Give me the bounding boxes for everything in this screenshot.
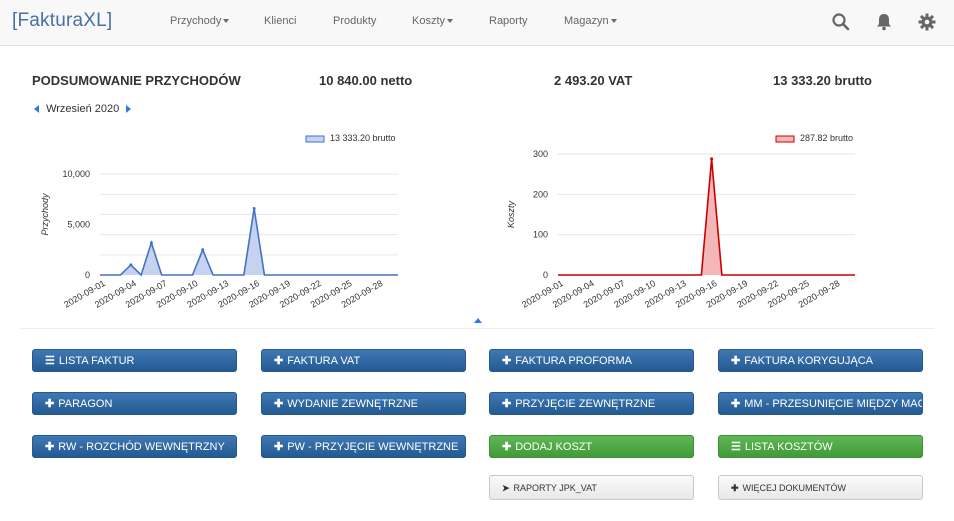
button-label: FAKTURA PROFORMA — [515, 355, 632, 367]
summary-netto: 10 840.00 netto — [319, 73, 413, 88]
nav-magazyn[interactable]: Magazyn — [564, 15, 617, 27]
y-tick-label: 200 — [533, 189, 548, 199]
nav-koszty[interactable]: Koszty — [412, 15, 454, 27]
pw-przyjęcie-wewnętrzne-button[interactable]: ✚ PW - PRZYJĘCIE WEWNĘTRZNE — [261, 435, 466, 458]
plus-icon: ✚ — [502, 398, 512, 410]
plus-icon: ✚ — [45, 441, 55, 453]
y-tick-label: 100 — [533, 230, 548, 240]
plus-icon: ✚ — [502, 441, 512, 453]
data-point — [149, 241, 153, 245]
data-point — [201, 248, 205, 252]
legend-swatch — [305, 135, 325, 143]
list-icon: ☰ — [731, 441, 741, 453]
divider — [20, 328, 934, 329]
y-tick-label: 300 — [533, 149, 548, 159]
data-point — [710, 157, 714, 161]
revenue-chart: 10,0005,0000Przychody2020-09-012020-09-0… — [40, 133, 398, 310]
button-label: WIĘCEJ DOKUMENTÓW — [742, 483, 847, 493]
current-month: Wrzesień 2020 — [46, 103, 120, 115]
button-label: LISTA FAKTUR — [58, 355, 135, 367]
nav-przychody[interactable]: Przychody — [170, 15, 230, 27]
nav-klienci[interactable]: Klienci — [264, 15, 296, 27]
button-label: FAKTURA VAT — [287, 355, 361, 367]
plus-icon: ✚ — [274, 355, 284, 367]
button-label: LISTA KOSZTÓW — [744, 441, 833, 453]
y-tick-label: 10,000 — [62, 169, 90, 179]
chevron-down-icon — [223, 19, 230, 24]
circle-arrow-icon: ➤ — [502, 483, 510, 493]
plus-icon: ✚ — [45, 398, 55, 410]
costs-chart: 3002001000Koszty2020-09-012020-09-042020… — [506, 133, 855, 310]
button-label: PRZYJĘCIE ZEWNĘTRZNE — [515, 398, 656, 410]
nav-produkty[interactable]: Produkty — [333, 15, 376, 27]
series-line — [100, 208, 398, 277]
plus-icon: ✚ — [731, 483, 739, 493]
legend-swatch — [775, 135, 795, 143]
next-month-icon[interactable] — [126, 105, 132, 114]
nav-label: Raporty — [489, 15, 528, 27]
button-label: PARAGON — [58, 398, 113, 410]
lista-kosztów-button[interactable]: ☰ LISTA KOSZTÓW — [718, 435, 923, 458]
month-navigator: Wrzesień 2020 — [34, 103, 132, 115]
legend-label: 13 333.20 brutto — [330, 133, 396, 143]
summary-brutto: 13 333.20 brutto — [773, 73, 872, 88]
dodaj-koszt-button[interactable]: ✚ DODAJ KOSZT — [489, 435, 694, 458]
plus-icon: ✚ — [274, 441, 284, 453]
faktura-vat-button[interactable]: ✚ FAKTURA VAT — [261, 349, 466, 372]
top-navbar: [FakturaXL] Przychody Klienci Produkty K… — [0, 0, 954, 46]
przyjęcie-zewnętrzne-button[interactable]: ✚ PRZYJĘCIE ZEWNĘTRZNE — [489, 392, 694, 415]
button-label: MM - PRZESUNIĘCIE MIĘDZY MAGAZ — [744, 398, 923, 410]
nav-label: Produkty — [333, 15, 377, 27]
paragon-button[interactable]: ✚ PARAGON — [32, 392, 237, 415]
plus-icon: ✚ — [502, 355, 512, 367]
wydanie-zewnętrzne-button[interactable]: ✚ WYDANIE ZEWNĘTRZNE — [261, 392, 466, 415]
list-icon: ☰ — [45, 355, 55, 367]
button-label: DODAJ KOSZT — [515, 441, 593, 453]
rw-rozchód-wewnętrzny-button[interactable]: ✚ RW - ROZCHÓD WEWNĘTRZNY — [32, 435, 237, 458]
plus-icon: ✚ — [274, 398, 284, 410]
y-axis-label: Przychody — [40, 193, 50, 236]
faktura-korygująca-button[interactable]: ✚ FAKTURA KORYGUJĄCA — [718, 349, 923, 372]
gear-icon[interactable] — [917, 12, 937, 32]
faktura-proforma-button[interactable]: ✚ FAKTURA PROFORMA — [489, 349, 694, 372]
brand-logo[interactable]: [FakturaXL] — [12, 10, 113, 31]
button-label: RW - ROZCHÓD WEWNĘTRZNY — [58, 441, 225, 453]
y-tick-label: 0 — [85, 270, 90, 280]
mm-przesunięcie-między-magaz-button[interactable]: ✚ MM - PRZESUNIĘCIE MIĘDZY MAGAZ — [718, 392, 923, 415]
plus-icon: ✚ — [731, 355, 741, 367]
nav-label: Koszty — [412, 15, 446, 27]
legend-label: 287.82 brutto — [800, 133, 853, 143]
y-tick-label: 0 — [543, 270, 548, 280]
prev-month-icon[interactable] — [34, 105, 39, 114]
data-point — [252, 206, 256, 210]
collapse-chart-icon[interactable] — [474, 318, 482, 323]
chevron-down-icon — [447, 19, 454, 24]
plus-icon: ✚ — [731, 398, 741, 410]
nav-label: Przychody — [170, 15, 222, 27]
nav-label: Klienci — [264, 15, 297, 27]
search-icon[interactable] — [831, 12, 851, 32]
button-label: RAPORTY JPK_VAT — [513, 483, 597, 493]
raporty-jpk-vat-button[interactable]: ➤ RAPORTY JPK_VAT — [489, 475, 694, 500]
data-point — [129, 263, 133, 267]
button-label: PW - PRZYJĘCIE WEWNĘTRZNE — [287, 441, 459, 453]
y-axis-label: Koszty — [506, 200, 516, 228]
chevron-down-icon — [610, 19, 617, 24]
nav-label: Magazyn — [564, 15, 609, 27]
nav-raporty[interactable]: Raporty — [489, 15, 528, 27]
y-tick-label: 5,000 — [67, 220, 90, 230]
summary-vat: 2 493.20 VAT — [554, 73, 633, 88]
bell-icon[interactable] — [874, 12, 894, 32]
lista-faktur-button[interactable]: ☰ LISTA FAKTUR — [32, 349, 237, 372]
więcej-dokumentów-button[interactable]: ✚ WIĘCEJ DOKUMENTÓW — [718, 475, 923, 500]
button-label: FAKTURA KORYGUJĄCA — [744, 355, 873, 367]
series-line — [558, 158, 855, 276]
button-label: WYDANIE ZEWNĘTRZNE — [287, 398, 418, 410]
page-title: PODSUMOWANIE PRZYCHODÓW — [32, 73, 241, 88]
